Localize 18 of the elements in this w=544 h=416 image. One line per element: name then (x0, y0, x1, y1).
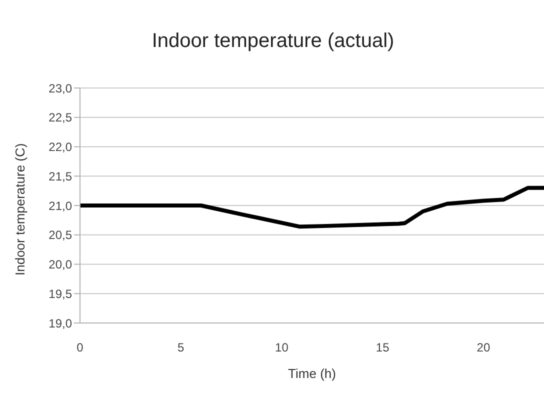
x-axis-title: Time (h) (288, 366, 336, 381)
line-series (80, 186, 544, 229)
y-tick-label: 20,0 (48, 258, 72, 272)
x-tick-label: 15 (376, 340, 390, 355)
y-tick-label: 19,5 (48, 286, 72, 301)
x-tick-label: 10 (275, 340, 289, 355)
y-axis-title: Indoor temperature (C) (12, 143, 28, 276)
y-tick-label: 20,5 (48, 228, 72, 242)
y-tick-label: 23,0 (48, 81, 72, 96)
x-tick-label: 20 (476, 340, 490, 355)
chart-title: Indoor temperature (actual) (150, 30, 396, 53)
y-tick-label: 21,5 (48, 169, 72, 184)
x-tick-label: 5 (178, 340, 185, 355)
x-tick-label: 0 (76, 340, 84, 355)
y-tick-label: 21,0 (48, 198, 72, 213)
y-tick-label: 19,0 (48, 316, 72, 330)
y-tick-label: 22,0 (48, 140, 72, 154)
y-tick-label: 22,5 (48, 110, 72, 125)
